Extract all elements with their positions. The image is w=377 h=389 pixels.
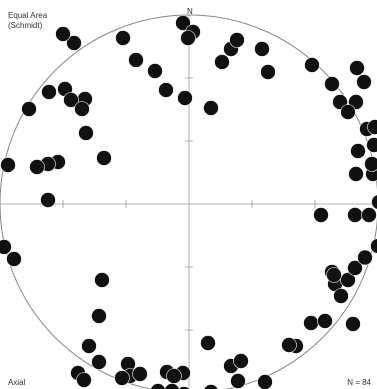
pole-point — [304, 57, 320, 73]
pole-point — [348, 166, 364, 182]
pole-point — [177, 90, 193, 106]
pole-point — [214, 54, 230, 70]
pole-point — [350, 143, 366, 159]
pole-point — [324, 76, 340, 92]
pole-point — [326, 267, 342, 283]
pole-point — [0, 157, 16, 173]
pole-point — [78, 125, 94, 141]
axis-ticks — [62, 77, 316, 331]
pole-point — [6, 251, 22, 267]
pole-point — [166, 368, 182, 384]
pole-point — [0, 239, 12, 255]
plot-kind-label: Axial — [8, 378, 26, 387]
pole-point — [281, 337, 297, 353]
pole-point — [203, 384, 219, 389]
pole-point — [340, 104, 356, 120]
pole-points — [0, 15, 377, 389]
pole-point — [40, 192, 56, 208]
count-label: N = 84 — [347, 378, 371, 387]
pole-point — [203, 100, 219, 116]
pole-point — [21, 101, 37, 117]
pole-point — [367, 119, 377, 135]
pole-point — [114, 370, 130, 386]
pole-point — [74, 101, 90, 117]
pole-point — [55, 26, 71, 42]
pole-point — [91, 354, 107, 370]
pole-point — [371, 194, 377, 210]
pole-point — [233, 353, 249, 369]
pole-point — [347, 260, 363, 276]
pole-point — [303, 315, 319, 331]
primitive-circle — [0, 14, 377, 389]
pole-point — [340, 272, 356, 288]
pole-point — [66, 35, 82, 51]
pole-point — [175, 15, 191, 31]
pole-point — [81, 338, 97, 354]
pole-point — [41, 84, 57, 100]
pole-point — [364, 156, 377, 172]
pole-point — [200, 335, 216, 351]
pole-point — [91, 308, 107, 324]
pole-point — [158, 82, 174, 98]
pole-point — [29, 159, 45, 175]
pole-point — [132, 366, 148, 382]
pole-point — [230, 373, 246, 389]
pole-point — [96, 150, 112, 166]
north-label: N — [187, 7, 193, 16]
pole-point — [164, 383, 180, 389]
pole-point — [94, 272, 110, 288]
pole-point — [115, 30, 131, 46]
pole-point — [313, 207, 329, 223]
pole-point — [229, 32, 245, 48]
pole-point — [333, 288, 349, 304]
pole-point — [345, 316, 361, 332]
projection-subtitle: (Schmidt) — [8, 21, 43, 30]
pole-point — [356, 74, 372, 90]
pole-point — [254, 41, 270, 57]
pole-point — [76, 372, 92, 388]
pole-point — [63, 92, 79, 108]
pole-point — [147, 63, 163, 79]
pole-point — [128, 52, 144, 68]
pole-point — [180, 30, 196, 46]
pole-point — [347, 207, 363, 223]
pole-point — [317, 313, 333, 329]
pole-point — [260, 64, 276, 80]
pole-point — [349, 60, 365, 76]
pole-point — [361, 207, 377, 223]
pole-point — [150, 383, 166, 389]
pole-point — [366, 137, 377, 153]
projection-title: Equal Area — [8, 11, 48, 20]
pole-point — [357, 249, 373, 266]
pole-point — [257, 374, 273, 389]
pole-point — [178, 386, 190, 389]
pole-point — [370, 238, 377, 254]
